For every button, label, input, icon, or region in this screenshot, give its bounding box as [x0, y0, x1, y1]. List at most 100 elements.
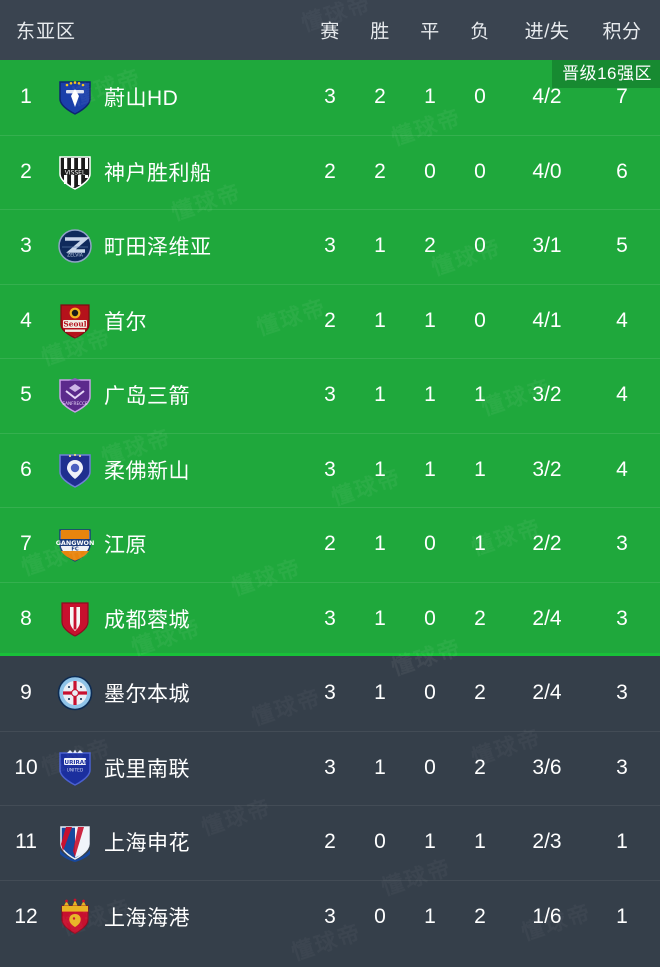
cell-points: 1	[616, 904, 628, 928]
cell-draw: 1	[424, 457, 436, 481]
team-name[interactable]: 蔚山HD	[104, 87, 179, 111]
cell-win: 1	[374, 457, 386, 481]
row-rank: 8	[20, 606, 32, 630]
table-header: 东亚区 赛 胜 平 负 进/失 积分	[0, 0, 660, 60]
row-rank: 6	[20, 457, 32, 481]
table-row[interactable]: 9 墨尔本城 3 1 0 2 2/4 3	[0, 656, 660, 731]
cell-loss: 0	[474, 85, 486, 109]
cell-played: 3	[324, 755, 336, 779]
team-name[interactable]: 墨尔本城	[104, 683, 190, 707]
team-name[interactable]: 柔佛新山	[104, 459, 190, 483]
cell-points: 6	[616, 159, 628, 183]
table-row[interactable]: 4 Seoul 首尔 2 1 1 0 4/1 4	[0, 283, 660, 358]
svg-text:ZELVIA: ZELVIA	[67, 253, 84, 259]
sanfrecce-hiroshima-crest: SANFRECCE	[52, 372, 98, 418]
row-rank: 5	[20, 383, 32, 407]
team-name[interactable]: 上海海港	[104, 906, 190, 930]
cell-draw: 1	[424, 85, 436, 109]
cell-gd: 3/1	[532, 234, 562, 258]
row-rank: 4	[20, 308, 32, 332]
chengdu-rongcheng-crest	[52, 596, 98, 642]
table-row[interactable]: 10 BURIRAM UNITED 武里南联 3 1 0 2 3/6 3	[0, 730, 660, 805]
team-name[interactable]: 广岛三箭	[104, 385, 190, 409]
cell-gd: 2/4	[532, 681, 562, 705]
cell-draw: 1	[424, 830, 436, 854]
team-name[interactable]: 町田泽维亚	[104, 236, 212, 260]
cell-played: 3	[324, 85, 336, 109]
cell-loss: 1	[474, 532, 486, 556]
column-header-draw: 平	[420, 21, 440, 43]
table-row[interactable]: 7 GANGWON FC 江原 2 1 0 1 2/2 3	[0, 507, 660, 582]
cell-draw: 0	[424, 681, 436, 705]
cell-win: 0	[374, 830, 386, 854]
table-row[interactable]: 3 ZELVIA 町田泽维亚 3 1 2 0 3/1 5	[0, 209, 660, 284]
table-row[interactable]: 12 上海海港 3 0 1 2 1/6 1	[0, 879, 660, 954]
ulsan-hd-crest	[52, 74, 98, 120]
table-row[interactable]: 11 上海申花 2 0 1 1 2/3 1	[0, 805, 660, 880]
team-name[interactable]: 首尔	[104, 310, 147, 334]
svg-text:BURIRAM: BURIRAM	[60, 760, 90, 766]
svg-text:GANGWON: GANGWON	[56, 539, 95, 547]
cell-played: 2	[324, 159, 336, 183]
shanghai-shenhua-crest	[52, 819, 98, 865]
cell-win: 1	[374, 532, 386, 556]
table-row[interactable]: 2 VISSEL 神户胜利船 2 2 0 0 4/0 6	[0, 134, 660, 209]
cell-loss: 1	[474, 383, 486, 407]
cell-played: 3	[324, 234, 336, 258]
cell-played: 3	[324, 606, 336, 630]
table-row[interactable]: 5 SANFRECCE 广岛三箭 3 1 1 1 3/2 4	[0, 358, 660, 433]
cell-gd: 1/6	[532, 904, 562, 928]
cell-loss: 2	[474, 904, 486, 928]
cell-gd: 3/2	[532, 457, 562, 481]
cell-loss: 1	[474, 457, 486, 481]
region-title: 东亚区	[16, 21, 77, 43]
gangwon-fc-crest: GANGWON FC	[52, 521, 98, 567]
table-row[interactable]: 6 柔佛新山 3 1 1 1 3/2 4	[0, 432, 660, 507]
row-rank: 2	[20, 159, 32, 183]
team-name[interactable]: 武里南联	[104, 757, 190, 781]
cell-draw: 0	[424, 532, 436, 556]
cell-points: 3	[616, 532, 628, 556]
row-rank: 3	[20, 234, 32, 258]
cell-points: 1	[616, 830, 628, 854]
cell-draw: 1	[424, 383, 436, 407]
cell-played: 2	[324, 308, 336, 332]
team-name[interactable]: 神户胜利船	[104, 161, 212, 185]
cell-win: 2	[374, 159, 386, 183]
row-rank: 7	[20, 532, 32, 556]
cell-win: 2	[374, 85, 386, 109]
svg-text:Seoul: Seoul	[63, 319, 86, 328]
cell-played: 2	[324, 830, 336, 854]
cell-loss: 0	[474, 308, 486, 332]
cell-loss: 0	[474, 159, 486, 183]
team-name[interactable]: 成都蓉城	[104, 608, 190, 632]
cell-draw: 0	[424, 159, 436, 183]
cell-points: 4	[616, 308, 628, 332]
svg-text:FC: FC	[71, 547, 79, 553]
cell-draw: 1	[424, 308, 436, 332]
cell-draw: 0	[424, 755, 436, 779]
cell-loss: 2	[474, 755, 486, 779]
cell-points: 5	[616, 234, 628, 258]
cell-gd: 4/2	[532, 85, 562, 109]
shanghai-port-crest	[52, 894, 98, 940]
team-name[interactable]: 江原	[104, 534, 147, 558]
cell-gd: 3/2	[532, 383, 562, 407]
cell-win: 1	[374, 681, 386, 705]
row-rank: 10	[14, 755, 38, 779]
cell-points: 7	[616, 85, 628, 109]
melbourne-city-crest	[52, 670, 98, 716]
cell-gd: 2/3	[532, 830, 562, 854]
table-row[interactable]: 1 蔚山HD 3 2 1 0 4/2 7	[0, 60, 660, 135]
table-row[interactable]: 8 成都蓉城 3 1 0 2 2/4 3	[0, 581, 660, 656]
svg-text:SANFRECCE: SANFRECCE	[62, 401, 88, 406]
cell-draw: 2	[424, 234, 436, 258]
standings-rows: 1 蔚山HD 3 2 1 0 4/2 7 2 VISSEL 神户胜利船 2 2 0 0 4/0 6 3 ZELVIA…	[0, 60, 660, 954]
svg-text:UNITED: UNITED	[67, 767, 84, 773]
team-name[interactable]: 上海申花	[104, 832, 190, 856]
svg-text:VISSEL: VISSEL	[65, 169, 86, 176]
fc-seoul-crest: Seoul	[52, 298, 98, 344]
cell-gd: 4/0	[532, 159, 562, 183]
cell-win: 1	[374, 755, 386, 779]
